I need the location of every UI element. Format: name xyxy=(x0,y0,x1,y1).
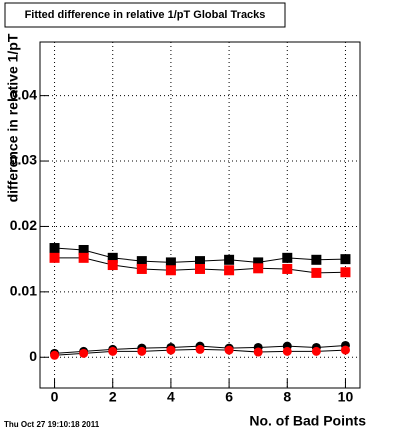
marker xyxy=(340,254,351,265)
marker xyxy=(224,254,235,265)
marker xyxy=(195,256,205,267)
marker xyxy=(136,256,147,267)
x-tick-label: 4 xyxy=(167,389,175,405)
date-stamp: Thu Oct 27 19:10:18 2011 xyxy=(4,420,100,429)
x-tick-label: 0 xyxy=(51,389,59,405)
title-box xyxy=(4,2,286,28)
marker xyxy=(253,257,264,268)
x-tick-label: 6 xyxy=(225,389,233,405)
marker xyxy=(311,346,321,356)
marker xyxy=(165,265,176,276)
marker xyxy=(253,263,264,274)
marker xyxy=(107,260,118,271)
marker xyxy=(165,257,176,268)
marker xyxy=(78,252,89,263)
marker xyxy=(107,252,118,263)
y-tick-label: 0.03 xyxy=(10,152,37,168)
marker xyxy=(282,346,292,356)
x-axis-label: No. of Bad Points xyxy=(249,413,366,429)
marker xyxy=(311,267,322,278)
y-tick-label: 0.02 xyxy=(10,217,37,233)
marker xyxy=(108,346,118,356)
marker xyxy=(78,244,89,255)
marker xyxy=(224,265,235,276)
y-tick-label: 0.04 xyxy=(10,86,37,102)
marker xyxy=(224,345,234,355)
x-tick-label: 10 xyxy=(338,389,354,405)
y-axis-label: difference in relative 1/pT xyxy=(5,33,21,202)
marker xyxy=(79,348,89,358)
marker xyxy=(282,263,293,274)
plot-frame xyxy=(39,41,361,389)
marker xyxy=(253,347,263,357)
marker xyxy=(136,263,147,274)
marker xyxy=(195,263,205,274)
y-tick-label: 0.01 xyxy=(10,283,37,299)
marker xyxy=(166,345,176,355)
marker xyxy=(137,346,147,356)
marker xyxy=(340,345,350,355)
marker xyxy=(340,267,351,278)
y-tick-label: 0 xyxy=(29,348,37,364)
marker xyxy=(49,243,60,254)
marker xyxy=(195,344,205,354)
marker xyxy=(282,252,293,263)
marker xyxy=(50,350,60,360)
x-tick-label: 2 xyxy=(109,389,117,405)
x-tick-label: 8 xyxy=(283,389,291,405)
marker xyxy=(49,252,60,263)
marker xyxy=(311,254,322,265)
chart-title: Fitted difference in relative 1/pT Globa… xyxy=(25,9,266,21)
